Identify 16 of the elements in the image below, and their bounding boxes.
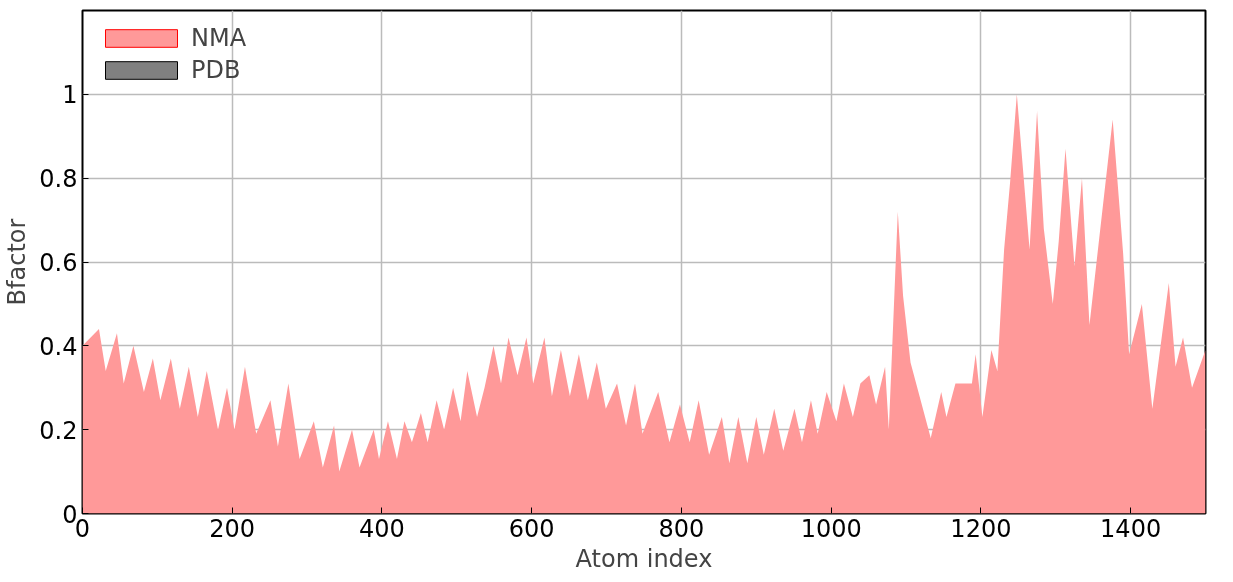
x-tick-label: 800 [658, 514, 705, 543]
x-tick-label: 200 [209, 514, 256, 543]
x-tick-label: 1200 [950, 514, 1012, 543]
x-axis-title: Atom index [575, 544, 713, 573]
legend-label: NMA [191, 24, 247, 52]
x-tick-label: 1000 [800, 514, 862, 543]
x-tick-label: 600 [508, 514, 555, 543]
y-tick-label: 0.6 [39, 249, 78, 277]
y-tick-label: 0.2 [39, 416, 78, 445]
y-tick-label: 1 [62, 81, 78, 110]
y-tick-label: 0.8 [39, 165, 78, 194]
x-tick-label: 400 [359, 514, 405, 543]
y-tick-label: 0.4 [39, 332, 78, 361]
x-tick-label: 1400 [1100, 514, 1162, 543]
y-axis-title: Bfactor [3, 218, 32, 306]
legend-label: PDB [191, 56, 241, 84]
